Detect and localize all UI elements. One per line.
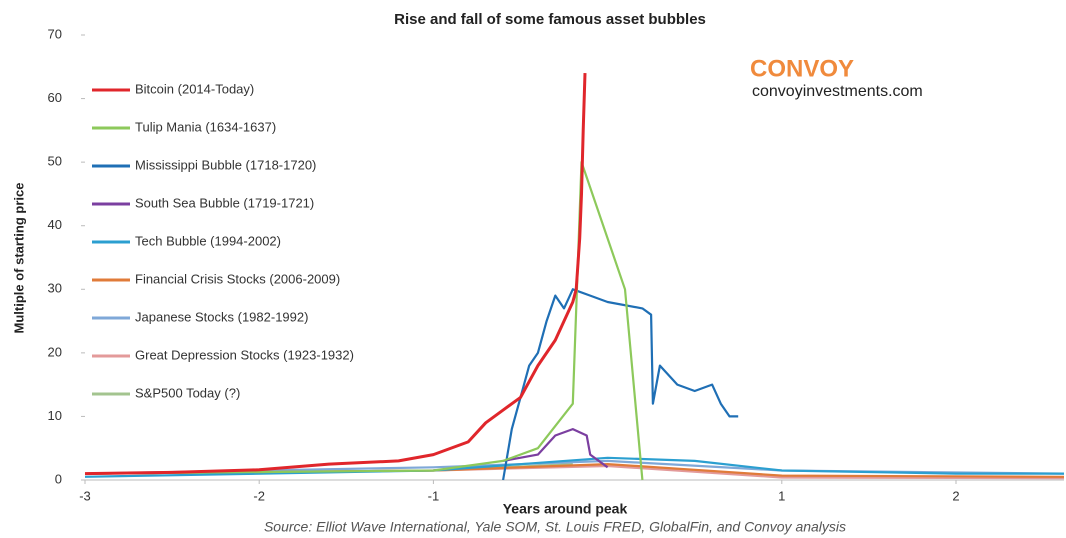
legend-label: Tulip Mania (1634-1637) [135, 119, 276, 134]
legend-label: South Sea Bubble (1719-1721) [135, 195, 314, 210]
y-tick-label: 10 [48, 408, 62, 423]
x-tick-label: -3 [79, 488, 91, 503]
legend-label: Financial Crisis Stocks (2006-2009) [135, 271, 340, 286]
x-tick-label: 2 [952, 488, 959, 503]
x-axis-label: Years around peak [503, 501, 628, 517]
legend-label: Tech Bubble (1994-2002) [135, 233, 281, 248]
series-line [502, 428, 609, 469]
x-tick-label: -1 [428, 488, 440, 503]
legend-label: Japanese Stocks (1982-1992) [135, 309, 308, 324]
y-tick-label: 70 [48, 26, 62, 41]
y-axis-label: Multiple of starting price [11, 183, 26, 334]
y-tick-label: 30 [48, 281, 62, 296]
y-tick-label: 60 [48, 90, 62, 105]
legend-label: Mississippi Bubble (1718-1720) [135, 157, 316, 172]
brand: CONVOY [750, 55, 854, 82]
series-line [84, 161, 644, 481]
y-tick-label: 40 [48, 217, 62, 232]
series-line [502, 288, 739, 481]
x-tick-label: -2 [253, 488, 265, 503]
y-tick-label: 50 [48, 154, 62, 169]
y-tick-label: 0 [55, 471, 62, 486]
legend-label: Great Depression Stocks (1923-1932) [135, 347, 354, 362]
chart-title: Rise and fall of some famous asset bubbl… [394, 11, 706, 28]
y-tick-label: 20 [48, 344, 62, 359]
legend-label: S&P500 Today (?) [135, 385, 240, 400]
site: convoyinvestments.com [752, 83, 923, 100]
legend-label: Bitcoin (2014-Today) [135, 81, 254, 96]
x-tick-label: 1 [778, 488, 785, 503]
series-line [84, 73, 587, 476]
source: Source: Elliot Wave International, Yale … [264, 519, 846, 535]
